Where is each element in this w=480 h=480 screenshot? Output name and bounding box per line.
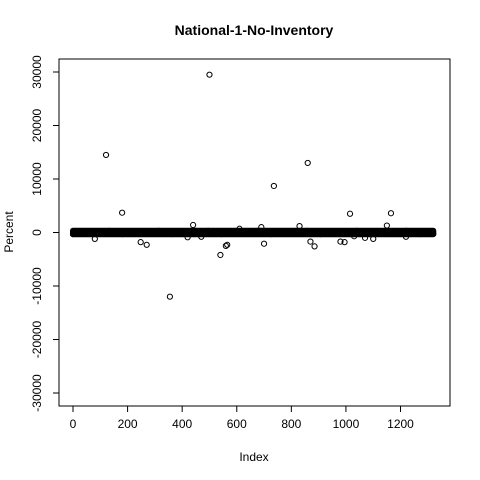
x-axis-label: Index	[239, 450, 268, 464]
data-point	[346, 210, 354, 217]
data-point	[304, 159, 311, 167]
y-axis-label: Percent	[2, 211, 16, 253]
x-tick-label: 0	[70, 417, 77, 431]
data-point	[296, 222, 303, 230]
data-points	[91, 71, 410, 300]
data-point	[351, 233, 358, 240]
data-point	[91, 235, 98, 243]
x-tick-label: 1200	[387, 417, 414, 431]
data-point	[307, 238, 314, 245]
y-tick-label: 30000	[30, 55, 44, 89]
data-point	[166, 293, 173, 300]
y-tick-label: -20000	[30, 320, 44, 358]
data-point	[217, 251, 224, 259]
data-point	[222, 242, 229, 249]
data-point	[387, 210, 395, 217]
y-tick-label: 10000	[30, 162, 44, 196]
data-point	[102, 151, 110, 159]
data-point	[198, 233, 205, 240]
data-point	[383, 222, 390, 229]
data-point	[260, 240, 268, 247]
data-point	[270, 182, 277, 190]
data-point	[337, 238, 344, 245]
data-point	[184, 234, 191, 241]
band-point	[430, 230, 437, 237]
data-point	[341, 239, 348, 246]
dense-point-band	[69, 227, 437, 238]
y-tick-label: -30000	[30, 374, 44, 412]
y-tick-label: 0	[30, 229, 44, 236]
y-tick-label: 20000	[30, 108, 44, 142]
data-point	[119, 209, 126, 216]
x-tick-label: 1000	[333, 417, 360, 431]
chart-title: National-1-No-Inventory	[175, 22, 334, 38]
x-axis: 0 200 400 600 800 1000 1200	[70, 406, 414, 431]
data-point	[402, 233, 410, 240]
data-point	[206, 71, 213, 78]
x-tick-label: 600	[227, 417, 247, 431]
data-point	[189, 221, 197, 229]
x-tick-label: 800	[281, 417, 301, 431]
data-point	[258, 224, 265, 231]
x-tick-label: 200	[118, 417, 138, 431]
x-tick-label: 400	[172, 417, 192, 431]
data-point	[143, 241, 150, 248]
y-tick-label: -10000	[30, 267, 44, 305]
data-point	[361, 234, 369, 241]
data-point	[236, 225, 243, 232]
data-point	[370, 235, 377, 243]
data-point	[311, 243, 318, 250]
y-axis: -30000 -20000 -10000 0 10000 20000 30000	[30, 55, 59, 412]
data-point	[137, 239, 144, 246]
data-point	[224, 241, 231, 248]
